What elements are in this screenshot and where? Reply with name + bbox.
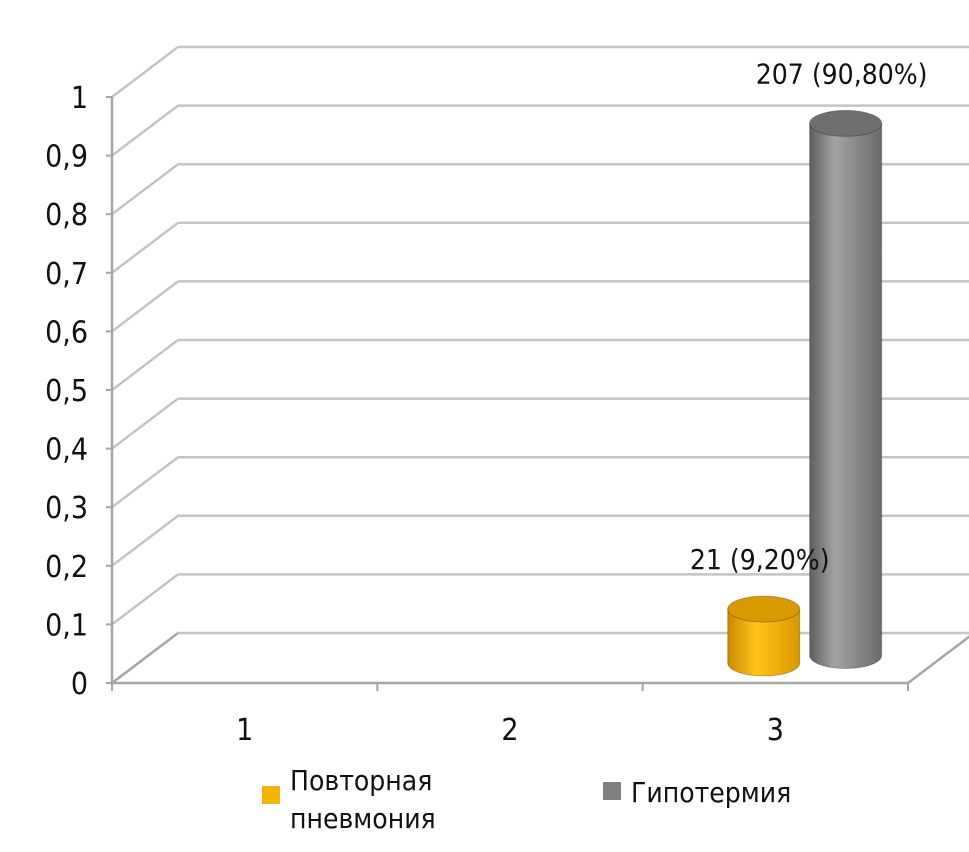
y-tick-label: 0,4 bbox=[45, 433, 88, 468]
y-tick-label: 0,1 bbox=[45, 608, 88, 643]
chart-bars bbox=[727, 109, 883, 677]
gridline-side bbox=[111, 573, 179, 626]
y-tick-label: 0,2 bbox=[45, 550, 88, 585]
x-tick-label: 2 bbox=[501, 713, 518, 748]
floor-right-edge bbox=[907, 635, 969, 684]
y-tick-label: 1 bbox=[71, 81, 88, 116]
gridline-side bbox=[111, 456, 179, 509]
gridline-side bbox=[111, 339, 179, 391]
y-tick-label: 0,3 bbox=[45, 491, 88, 526]
bar-gipotermiya bbox=[809, 122, 883, 669]
gridline-side bbox=[111, 397, 179, 450]
gridline-side bbox=[111, 221, 179, 274]
x-tick-label: 1 bbox=[236, 713, 253, 748]
y-tick-label: 0,7 bbox=[45, 257, 88, 292]
y-axis-tick-labels: 0 0,1 0,2 0,3 0,4 0,5 0,6 0,7 0,8 0,9 1 bbox=[45, 81, 112, 702]
data-label: 21 (9,20%) bbox=[690, 543, 830, 576]
legend-label: Гипотермия bbox=[631, 776, 791, 809]
gridline-side bbox=[111, 46, 179, 98]
gridline-side bbox=[111, 104, 179, 157]
y-tick-label: 0,5 bbox=[45, 374, 88, 409]
y-tick-label: 0 bbox=[71, 667, 88, 702]
data-label: 207 (90,80%) bbox=[756, 57, 928, 90]
gridline-side bbox=[111, 280, 179, 333]
legend-label: Повторная bbox=[290, 764, 432, 797]
bar-povtornaya-pnevmoniya bbox=[727, 608, 801, 677]
legend-swatch bbox=[262, 786, 280, 804]
gridline-side bbox=[111, 632, 179, 684]
legend-swatch bbox=[603, 782, 621, 800]
y-tick-label: 0,6 bbox=[45, 315, 88, 350]
y-tick-label: 0,9 bbox=[45, 140, 88, 175]
data-labels: 21 (9,20%) 207 (90,80%) bbox=[690, 57, 928, 576]
legend-label: пневмония bbox=[290, 802, 436, 835]
bar-top bbox=[727, 595, 801, 623]
gridline-side bbox=[111, 514, 179, 567]
y-tick-label: 0,8 bbox=[45, 198, 88, 233]
x-axis-tick-labels: 1 2 3 bbox=[111, 683, 909, 748]
x-tick-label: 3 bbox=[767, 713, 784, 748]
bar-top bbox=[809, 109, 883, 137]
legend: Повторная пневмония Гипотермия bbox=[262, 764, 791, 835]
gridline-side bbox=[111, 163, 179, 216]
